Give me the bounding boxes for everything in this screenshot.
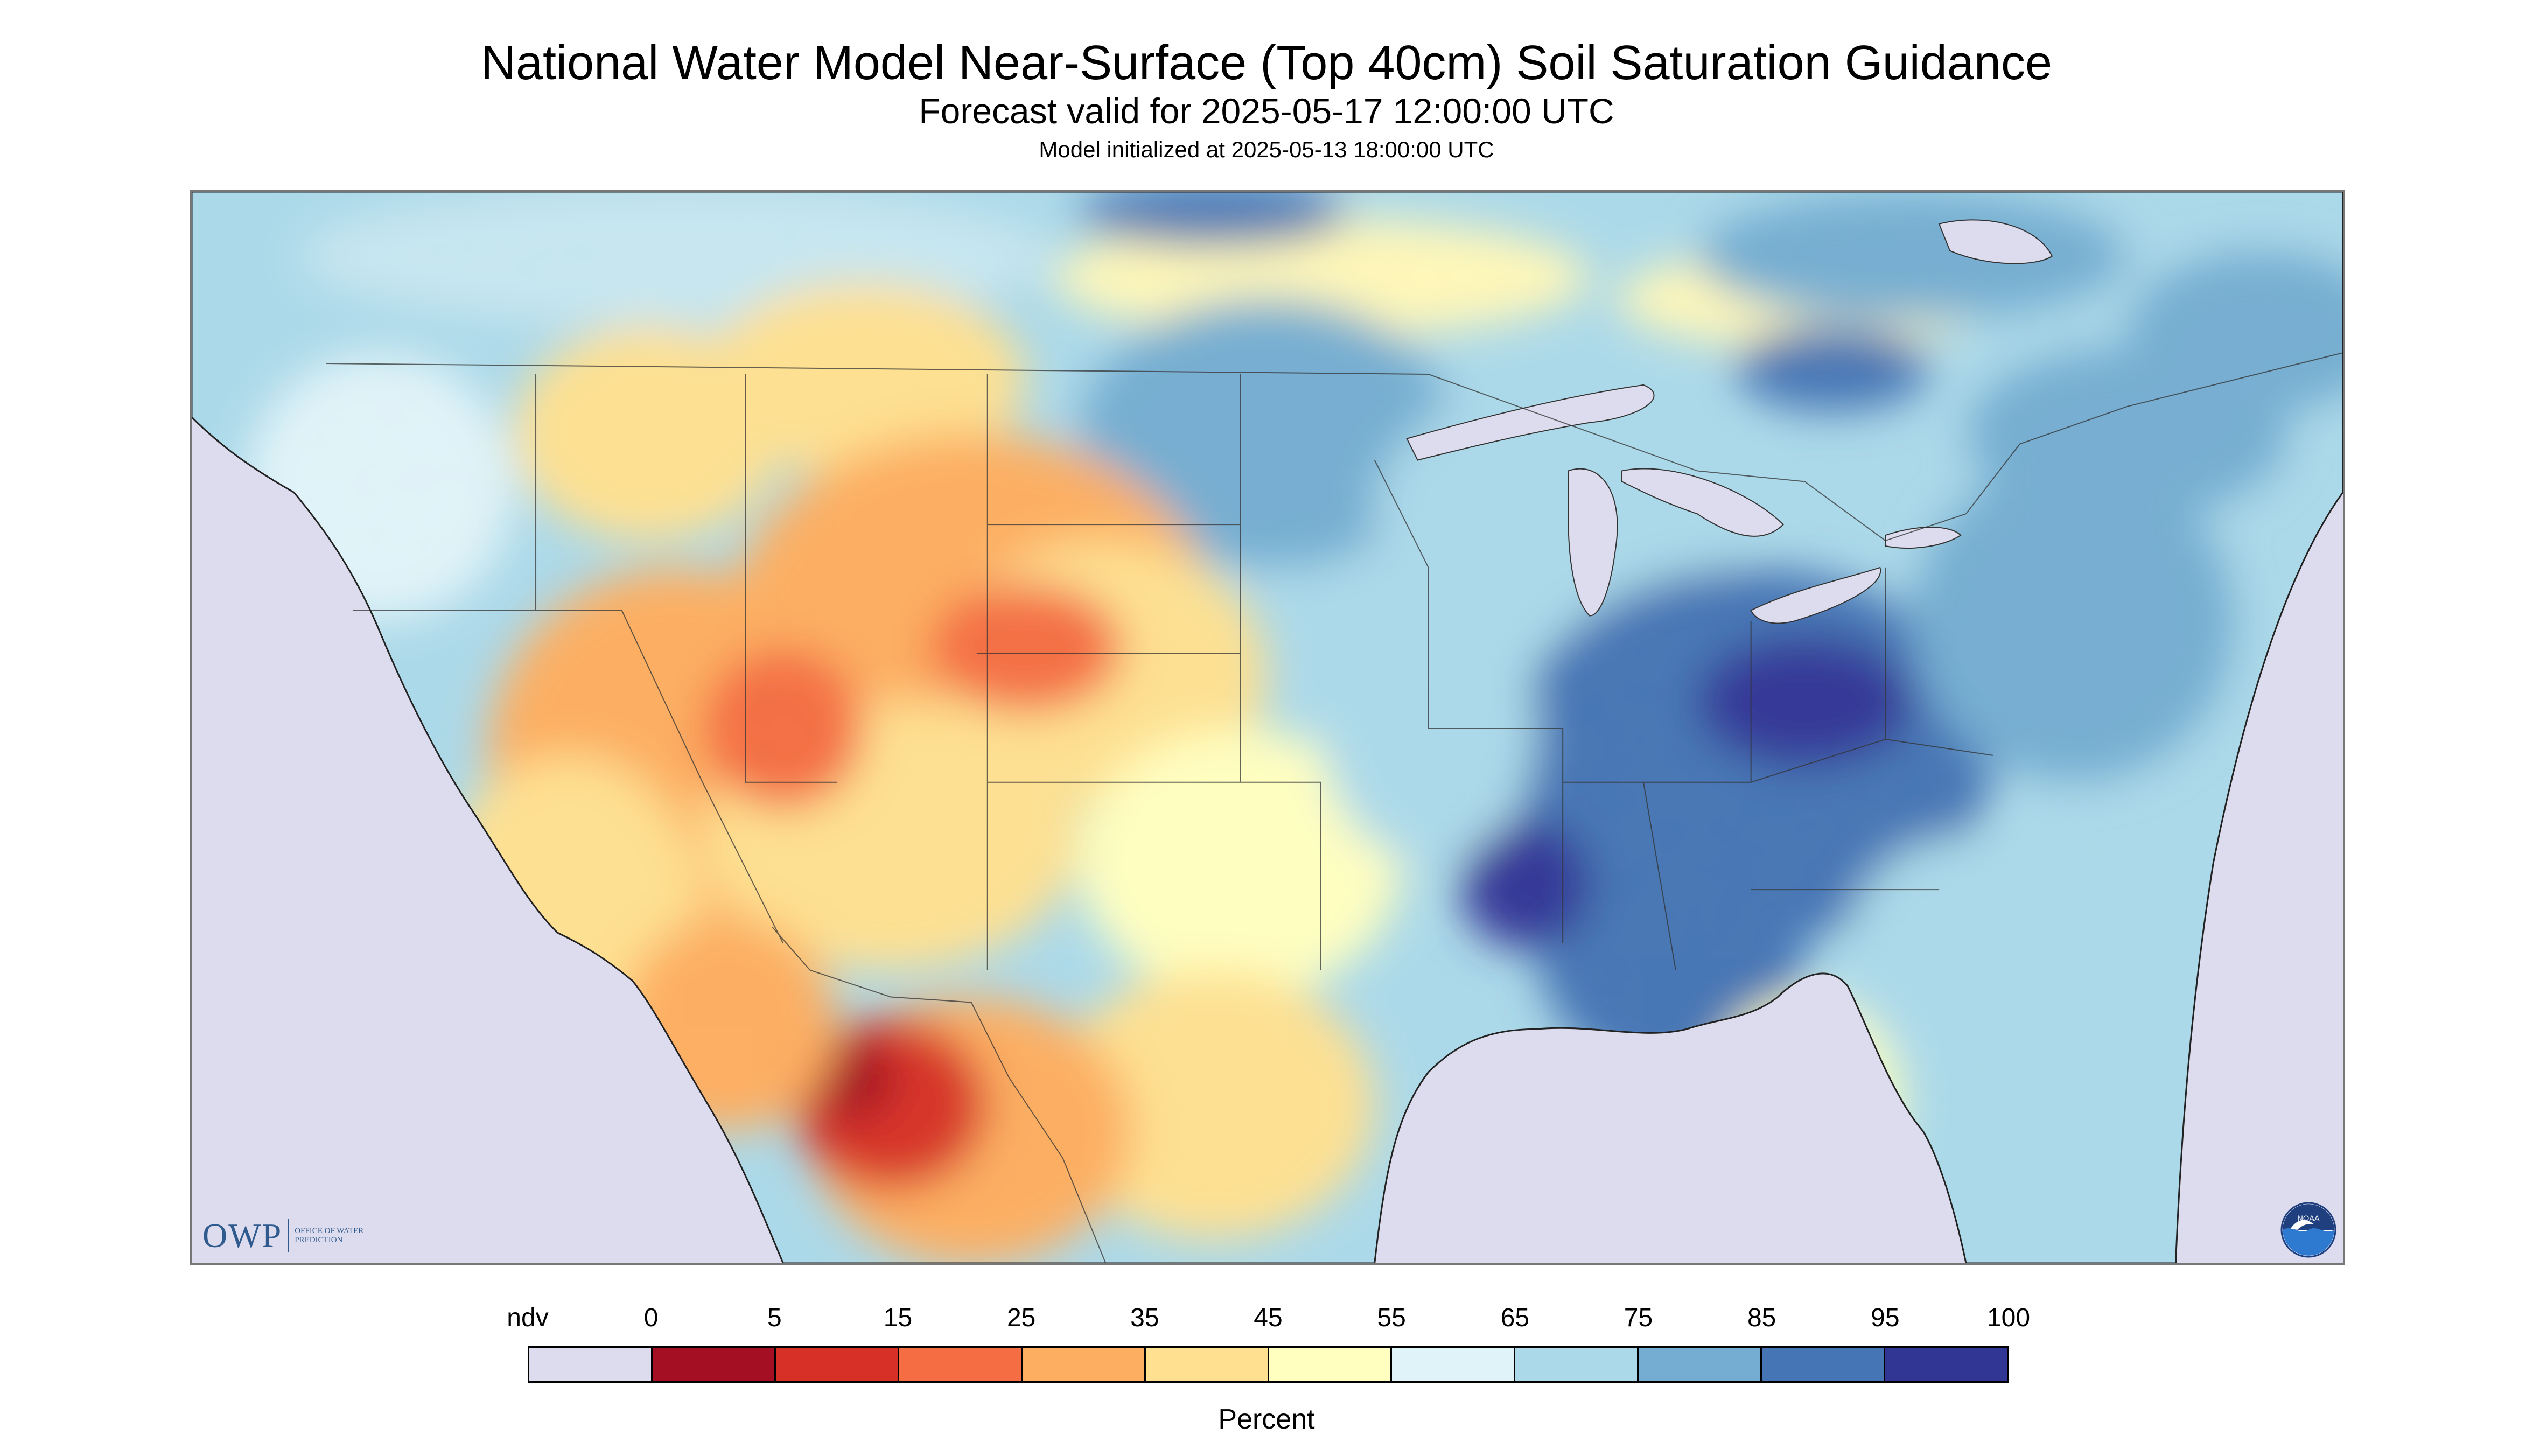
legend-swatch bbox=[1022, 1348, 1146, 1381]
noaa-logo-icon: NOAA bbox=[2280, 1202, 2336, 1258]
legend-swatch bbox=[652, 1348, 776, 1381]
color-legend-bar bbox=[528, 1346, 2009, 1383]
legend-swatch bbox=[529, 1348, 653, 1381]
legend-tick-labels: ndv 0 5 15 25 35 45 55 65 75 85 95 100 bbox=[0, 1303, 2533, 1341]
great-lakes bbox=[1406, 219, 2053, 624]
legend-unit-label: Percent bbox=[1218, 1404, 1315, 1435]
legend-tick-label: 15 bbox=[883, 1304, 913, 1332]
map-title: National Water Model Near-Surface (Top 4… bbox=[480, 36, 2052, 90]
legend-swatch bbox=[1392, 1348, 1516, 1381]
legend-swatch bbox=[899, 1348, 1023, 1381]
owp-logo-divider bbox=[288, 1219, 290, 1252]
legend-swatch bbox=[1885, 1348, 2007, 1381]
legend-tick-label: ndv bbox=[507, 1304, 549, 1332]
legend-tick-label: 25 bbox=[1006, 1304, 1036, 1332]
legend-tick-label: 0 bbox=[643, 1304, 659, 1332]
owp-logo: OWP OFFICE OF WATER PREDICTION bbox=[202, 1216, 365, 1256]
legend-tick-label: 85 bbox=[1747, 1304, 1776, 1332]
legend-swatch bbox=[1145, 1348, 1269, 1381]
legend-swatch bbox=[1639, 1348, 1762, 1381]
owp-logo-text: OFFICE OF WATER PREDICTION bbox=[295, 1227, 364, 1244]
legend-swatch bbox=[1269, 1348, 1393, 1381]
legend-swatch bbox=[1515, 1348, 1639, 1381]
map-canvas bbox=[192, 192, 2343, 1263]
legend-tick-label: 45 bbox=[1254, 1304, 1283, 1332]
land-area bbox=[192, 192, 2343, 1263]
legend-tick-label: 95 bbox=[1871, 1304, 1900, 1332]
legend-swatch bbox=[1762, 1348, 1886, 1381]
owp-logo-mark: OWP bbox=[202, 1216, 283, 1255]
legend-tick-label: 55 bbox=[1377, 1304, 1406, 1332]
political-borders bbox=[326, 352, 2343, 1263]
model-init-time: Model initialized at 2025-05-13 18:00:00… bbox=[1039, 137, 1494, 162]
legend-tick-label: 75 bbox=[1624, 1304, 1653, 1332]
noaa-logo-text: NOAA bbox=[2297, 1214, 2320, 1223]
soil-saturation-map: OWP OFFICE OF WATER PREDICTION NOAA bbox=[190, 190, 2345, 1265]
legend-tick-label: 35 bbox=[1130, 1304, 1159, 1332]
legend-swatch bbox=[775, 1348, 899, 1381]
legend-tick-label: 65 bbox=[1500, 1304, 1530, 1332]
legend-tick-label: 100 bbox=[1986, 1304, 2031, 1332]
forecast-valid-time: Forecast valid for 2025-05-17 12:00:00 U… bbox=[919, 91, 1614, 131]
legend-tick-label: 5 bbox=[767, 1304, 782, 1332]
